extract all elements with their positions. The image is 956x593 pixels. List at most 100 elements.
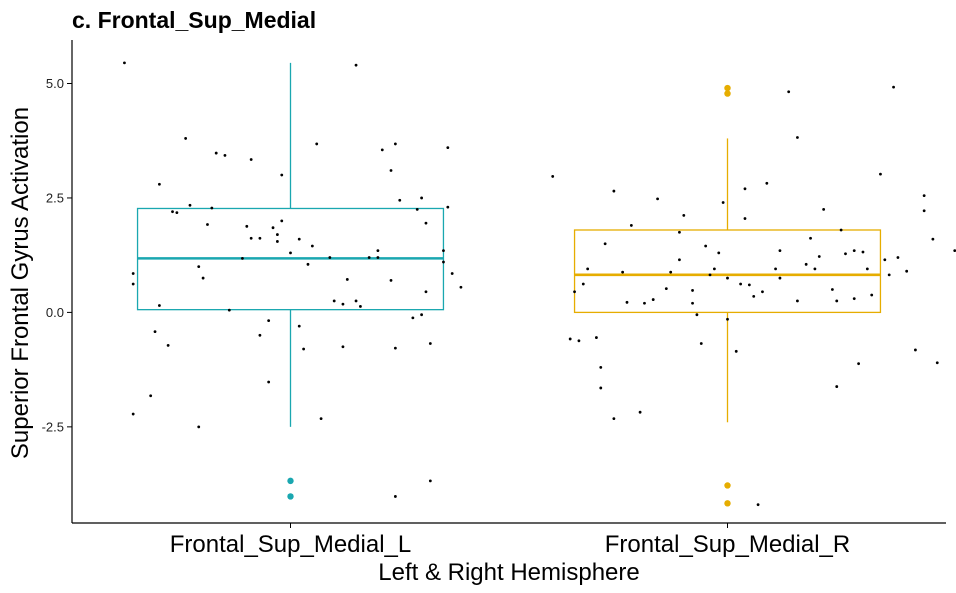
jitter-point [778, 276, 782, 280]
jitter-point [752, 294, 756, 298]
jitter-point [743, 217, 747, 220]
jitter-point [935, 361, 939, 365]
jitter-point [756, 503, 760, 507]
jitter-point [258, 236, 262, 240]
jitter-point [774, 267, 777, 271]
chart-title: c. Frontal_Sup_Medial [72, 7, 316, 33]
jitter-point [376, 256, 380, 259]
jitter-point [393, 495, 397, 498]
jitter-point [551, 175, 555, 178]
jitter-point [586, 267, 590, 271]
outlier-point [287, 477, 294, 485]
jitter-point [249, 236, 253, 240]
jitter-point [354, 63, 358, 67]
jitter-point [267, 380, 271, 384]
jitter-point [345, 278, 349, 281]
jitter-point [201, 276, 205, 280]
jitter-point [691, 289, 694, 292]
jitter-point [721, 201, 725, 204]
jitter-point [171, 210, 174, 214]
jitter-point [761, 290, 764, 294]
jitter-point [953, 249, 956, 252]
jitter-point [415, 207, 419, 211]
jitter-point [905, 269, 909, 273]
jitter-point [612, 189, 616, 193]
jitter-point [577, 339, 581, 343]
jitter-point [166, 343, 170, 347]
jitter-point [835, 299, 839, 303]
jitter-point [411, 316, 415, 320]
jitter-point [442, 249, 445, 252]
jitter-point [420, 196, 423, 200]
jitter-point [153, 330, 157, 334]
jitter-point [765, 181, 769, 185]
jitter-point [809, 236, 812, 240]
jitter-point [227, 308, 231, 312]
jitter-point [656, 197, 659, 201]
jitter-point [424, 221, 428, 225]
jitter-point [643, 301, 646, 305]
jitter-point [376, 249, 380, 252]
jitter-point [210, 206, 214, 210]
jitter-point [612, 417, 616, 421]
jitter-point [708, 273, 712, 277]
jitter-point [197, 425, 201, 429]
jitter-point [442, 260, 445, 264]
jitter-point [704, 244, 708, 248]
jitter-point [830, 288, 834, 291]
jitter-point [835, 385, 839, 388]
jitter-point [380, 148, 384, 152]
jitter-point [695, 313, 699, 317]
jitter-point [621, 270, 625, 274]
jitter-point [887, 273, 891, 277]
jitter-point [398, 198, 402, 202]
jitter-point [341, 345, 345, 349]
jitter-point [214, 151, 218, 155]
y-tick-label: -2.5 [42, 419, 64, 434]
jitter-point [459, 285, 463, 289]
jitter-point [896, 256, 900, 259]
jitter-point [922, 209, 926, 213]
jitter-point [297, 324, 301, 328]
jitter-point [931, 237, 935, 241]
jitter-point [787, 90, 791, 94]
y-axis-title: Superior Frontal Gyrus Activation [7, 107, 34, 459]
jitter-point [275, 233, 279, 236]
jitter-point [341, 302, 345, 306]
y-tick-label: 2.5 [46, 190, 64, 205]
jitter-point [664, 287, 668, 290]
jitter-point [892, 85, 895, 89]
jitter-point [822, 207, 826, 211]
jitter-point [206, 223, 209, 226]
box-iqr [573, 229, 882, 314]
outlier-point [724, 482, 731, 489]
outlier-point [724, 84, 731, 92]
jitter-point [796, 136, 799, 139]
jitter-point [739, 282, 743, 286]
jitter-point [241, 256, 244, 260]
jitter-point [726, 317, 729, 321]
jitter-point [817, 255, 821, 258]
jitter-point [629, 224, 633, 227]
jitter-point [879, 172, 882, 176]
jitter-point [149, 394, 153, 398]
jitter-point [599, 386, 603, 390]
jitter-point [568, 337, 572, 341]
outlier-point [287, 493, 294, 500]
jitter-point [184, 137, 188, 140]
jitter-point [870, 293, 874, 297]
jitter-point [359, 305, 362, 308]
jitter-point [275, 240, 279, 243]
jitter-point [852, 297, 856, 301]
jitter-point [280, 173, 284, 177]
jitter-point [319, 417, 323, 421]
jitter-point [267, 319, 271, 323]
jitter-point [131, 282, 135, 286]
jitter-point [289, 251, 292, 255]
jitter-point [883, 258, 887, 262]
jitter-point [223, 153, 227, 157]
jitter-point [131, 412, 135, 416]
jitter-point [446, 205, 450, 209]
jitter-point [678, 258, 681, 262]
